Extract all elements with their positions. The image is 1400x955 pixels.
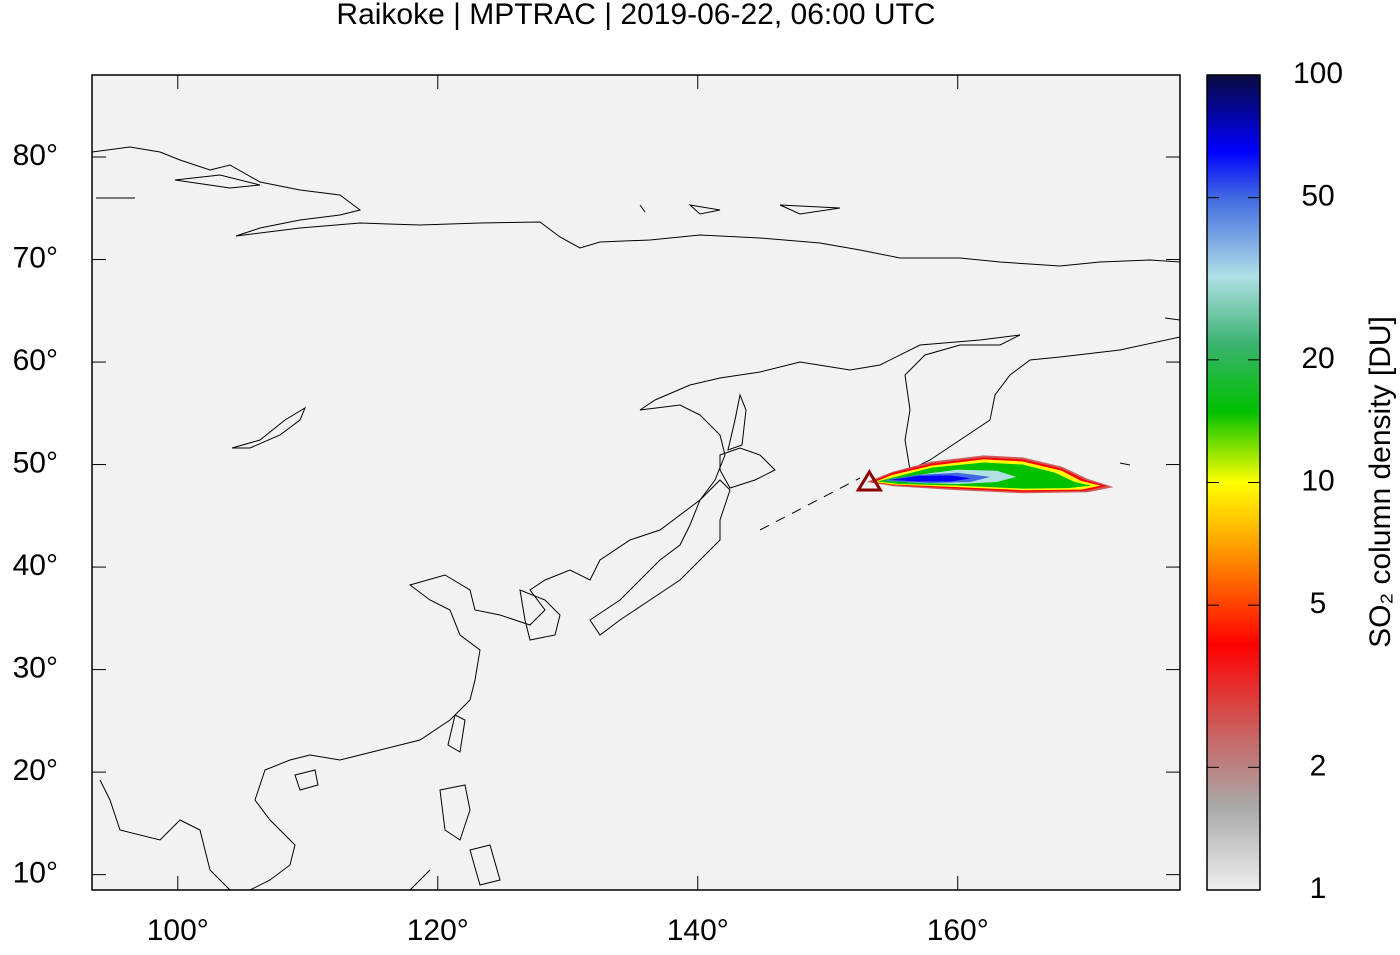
x-tick-label: 160°: [927, 914, 989, 947]
colorbar-tick-label: 50: [1301, 180, 1334, 213]
chart-title: Raikoke | MPTRAC | 2019-06-22, 06:00 UTC: [336, 0, 935, 31]
colorbar-tick-label: 100: [1293, 57, 1343, 90]
y-tick-label: 50°: [13, 446, 58, 479]
coastlines: [92, 146, 1180, 890]
volcano-marker: [855, 469, 884, 492]
y-tick-label: 20°: [13, 754, 58, 787]
colorbar-tick-label: 1: [1310, 872, 1327, 905]
plot-frame: [91, 74, 1181, 891]
y-tick-label: 60°: [13, 344, 58, 377]
y-tick-label: 10°: [13, 857, 58, 890]
colorbar-tick-label: 5: [1310, 587, 1327, 620]
y-tick-label: 70°: [13, 241, 58, 274]
plume-contour: [890, 475, 971, 482]
colorbar-tick-label: 2: [1310, 749, 1327, 782]
plume: [866, 455, 1114, 494]
y-tick-label: 30°: [13, 652, 58, 685]
colorbar-tick-label: 10: [1301, 464, 1334, 497]
x-tick-label: 100°: [147, 914, 209, 947]
colorbar-tick-label: 20: [1301, 342, 1334, 375]
x-tick-label: 120°: [407, 914, 469, 947]
x-tick-label: 140°: [667, 914, 729, 947]
y-tick-label: 40°: [13, 549, 58, 582]
y-tick-label: 80°: [13, 139, 58, 172]
colorbar-label: SO₂ column density [DU]: [1364, 316, 1397, 648]
